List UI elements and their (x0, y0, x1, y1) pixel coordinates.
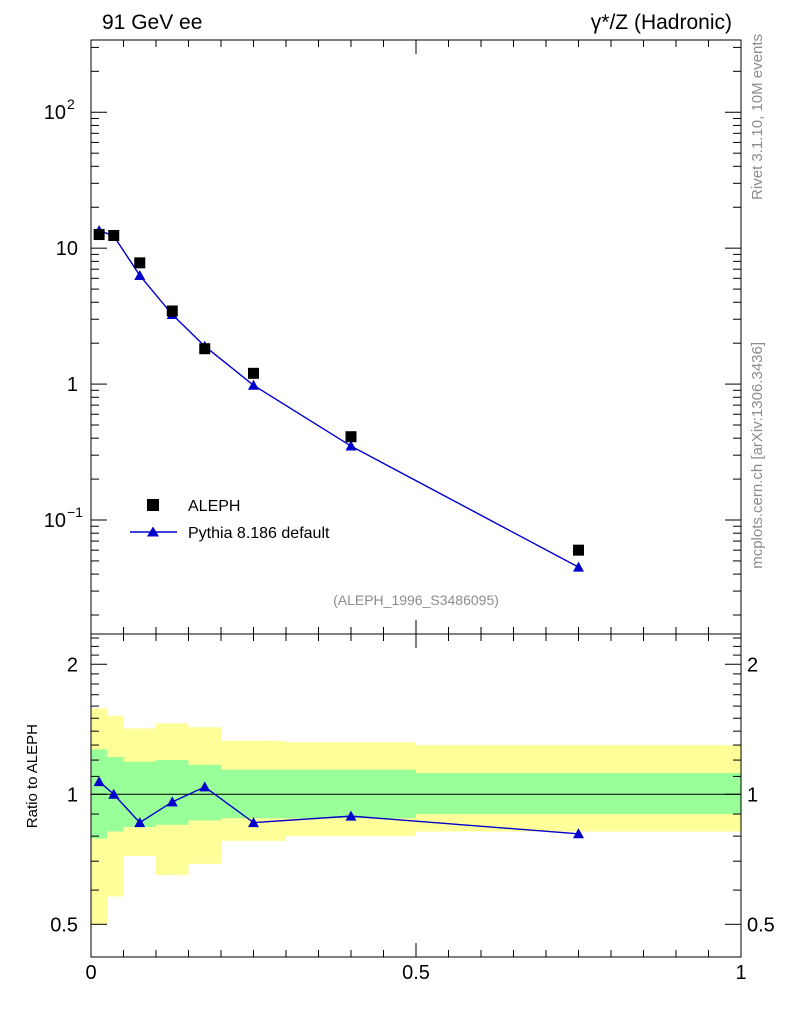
main-frame (90, 39, 742, 635)
legend-label-aleph: ALEPH (188, 498, 240, 515)
inner-band-bin (156, 760, 189, 825)
ratio-y-tick-label-right: 2 (747, 654, 758, 676)
data-point (199, 343, 211, 355)
main-title-left: 91 GeV ee (102, 11, 202, 34)
mc-point (345, 440, 357, 451)
data-point (134, 257, 146, 269)
ratio-point (248, 817, 259, 828)
ratio-line (98, 781, 579, 835)
x-tick-label: 0.5 (402, 962, 430, 984)
legend-marker-pythia (147, 526, 159, 537)
ratio-point (108, 788, 120, 799)
ratio-point (134, 817, 146, 828)
x-tick-label: 0 (85, 962, 96, 984)
ratio-point (345, 810, 357, 821)
data-point (93, 229, 105, 241)
ratio-point (166, 796, 178, 807)
y-tick-label-base: 10 (44, 510, 66, 532)
mc-point (134, 269, 146, 280)
legend-marker-aleph (147, 499, 159, 511)
ratio-y-tick-label-right: 0.5 (747, 914, 775, 936)
mc-line (98, 229, 579, 568)
mc-point (573, 561, 584, 572)
analysis-id-label: (ALEPH_1996_S3486095) (333, 592, 499, 608)
ratio-content (91, 776, 741, 839)
ratio-point (199, 781, 211, 792)
ratio-y-axis-label: Ratio to ALEPH (24, 724, 41, 828)
data-point (108, 229, 120, 241)
ratio-point (573, 828, 584, 839)
ratio-uncertainty-bands (91, 708, 741, 925)
main-title-right: γ*/Z (Hadronic) (591, 11, 732, 34)
ratio-y-tick-label: 1 (67, 784, 78, 806)
y-tick-label-exponent: −1 (67, 504, 83, 520)
ratio-y-tick-label: 0.5 (50, 914, 78, 936)
ratio-point (93, 776, 105, 787)
main-content (93, 224, 584, 572)
data-point (166, 305, 178, 317)
legend-label-pythia: Pythia 8.186 default (188, 525, 330, 542)
y-tick-label-exponent: 2 (67, 96, 75, 112)
y-tick-label: 10 (56, 238, 78, 260)
x-tick-label: 1 (735, 962, 746, 984)
data-point (573, 544, 584, 556)
rivet-version-label: Rivet 3.1.10, 10M events (749, 34, 766, 200)
inner-band-bin (416, 773, 741, 815)
mc-point (248, 379, 259, 390)
y-tick-label: 1 (67, 374, 78, 396)
y-tick-label-base: 10 (44, 102, 66, 124)
legend: ALEPH Pythia 8.186 default (130, 498, 330, 542)
data-point (345, 431, 357, 443)
data-point (248, 367, 259, 379)
mcplots-label: mcplots.cern.ch [arXiv:1306.3436] (749, 342, 766, 569)
ratio-y-tick-label-right: 1 (747, 784, 758, 806)
ratio-y-tick-label: 2 (67, 654, 78, 676)
